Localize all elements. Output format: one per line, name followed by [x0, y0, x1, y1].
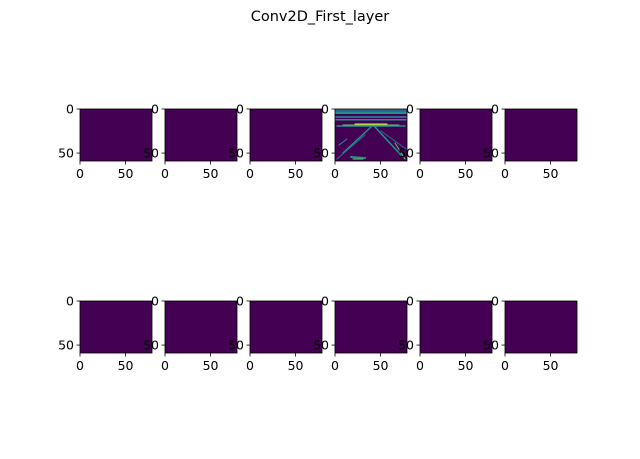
axes-frame	[164, 108, 238, 162]
y-tick-label: 50	[143, 338, 159, 353]
y-tick-label: 50	[228, 338, 244, 353]
axes-frame	[419, 300, 493, 354]
feature-map-image	[165, 301, 237, 353]
activation-vehicle-edge	[350, 156, 366, 159]
activation-lane-edge	[338, 138, 348, 146]
y-tick-label: 0	[491, 102, 499, 117]
y-tick-label: 50	[483, 146, 499, 161]
x-tick-label: 50	[373, 166, 389, 181]
x-tick-label: 50	[373, 358, 389, 373]
y-tick-label: 50	[313, 146, 329, 161]
x-tick-label: 50	[458, 358, 474, 373]
feature-map-image	[80, 109, 152, 161]
x-tick-label: 0	[416, 166, 424, 181]
x-tick-label: 50	[288, 358, 304, 373]
feature-map-image	[505, 109, 577, 161]
x-tick-label: 0	[161, 166, 169, 181]
activation-sky-band	[335, 109, 407, 112]
y-tick-label: 50	[228, 146, 244, 161]
x-tick-label: 0	[246, 358, 254, 373]
x-tick-label: 50	[118, 166, 134, 181]
y-tick-label: 50	[483, 338, 499, 353]
x-tick-label: 0	[416, 358, 424, 373]
y-tick-label: 0	[406, 102, 414, 117]
axes-frame	[164, 300, 238, 354]
feature-map-image	[420, 109, 492, 161]
activation-lane-edge	[336, 134, 366, 160]
x-tick-label: 50	[543, 166, 559, 181]
y-tick-label: 0	[66, 102, 74, 117]
activation-lane-edge	[380, 130, 407, 150]
axes-frame	[334, 300, 408, 354]
feature-map-image	[250, 301, 322, 353]
axes-frame	[419, 108, 493, 162]
y-tick-label: 50	[58, 338, 74, 353]
x-tick-label: 50	[458, 166, 474, 181]
activation-lane-edge	[394, 142, 406, 160]
activation-lane-edge	[374, 126, 402, 156]
y-tick-label: 50	[313, 338, 329, 353]
feature-map-image	[420, 301, 492, 353]
feature-map-image	[505, 301, 577, 353]
x-tick-label: 0	[76, 358, 84, 373]
y-tick-label: 0	[236, 102, 244, 117]
y-tick-label: 0	[491, 294, 499, 309]
x-tick-label: 50	[288, 166, 304, 181]
figure-title: Conv2D_First_layer	[251, 9, 390, 25]
axes-frame	[249, 300, 323, 354]
x-tick-label: 50	[203, 166, 219, 181]
x-tick-label: 0	[331, 358, 339, 373]
y-tick-label: 0	[151, 294, 159, 309]
y-tick-label: 0	[321, 102, 329, 117]
x-tick-label: 0	[246, 166, 254, 181]
x-tick-label: 0	[161, 358, 169, 373]
x-tick-label: 0	[501, 358, 509, 373]
y-tick-label: 50	[398, 146, 414, 161]
y-tick-label: 50	[143, 146, 159, 161]
y-tick-label: 0	[151, 102, 159, 117]
activation-lane-edge	[342, 126, 372, 154]
feature-map-image	[335, 301, 407, 353]
axes-frame	[504, 108, 578, 162]
activation-sky-band	[335, 119, 407, 121]
activation-sky-band	[335, 116, 407, 118]
axes-frame	[504, 300, 578, 354]
y-tick-label: 0	[66, 294, 74, 309]
x-tick-label: 0	[501, 166, 509, 181]
y-tick-label: 0	[236, 294, 244, 309]
axes-frame	[334, 108, 408, 162]
y-tick-label: 0	[406, 294, 414, 309]
y-tick-label: 0	[321, 294, 329, 309]
feature-map-image	[80, 301, 152, 353]
axes-frame	[79, 108, 153, 162]
y-tick-label: 50	[58, 146, 74, 161]
x-tick-label: 50	[543, 358, 559, 373]
x-tick-label: 50	[118, 358, 134, 373]
x-tick-label: 0	[331, 166, 339, 181]
feature-map-image	[165, 109, 237, 161]
axes-frame	[249, 108, 323, 162]
y-tick-label: 50	[398, 338, 414, 353]
feature-map-image	[250, 109, 322, 161]
activation-sky-band	[335, 112, 407, 114]
axes-frame	[79, 300, 153, 354]
x-tick-label: 50	[203, 358, 219, 373]
x-tick-label: 0	[76, 166, 84, 181]
